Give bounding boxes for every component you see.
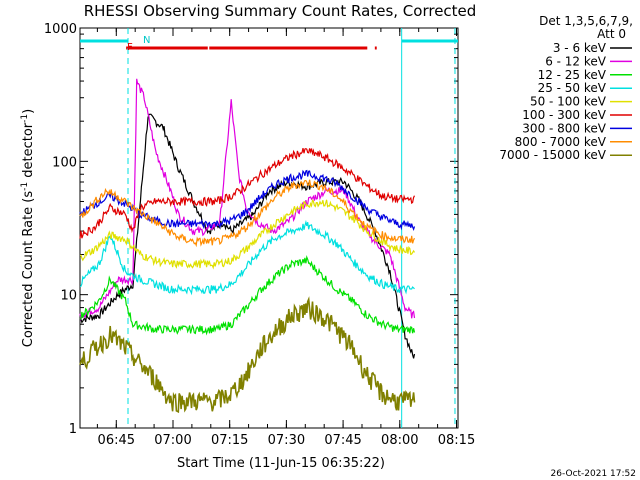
legend-entry-label: 3 - 6 keV [553, 41, 607, 55]
series-lines [79, 78, 416, 414]
legend-entry-label: 100 - 300 keV [522, 108, 606, 122]
generation-timestamp: 26-Oct-2021 17:52 [551, 469, 636, 479]
x-tick-label: 07:30 [268, 433, 305, 448]
x-axis-label: Start Time (11-Jun-15 06:35:22) [177, 456, 385, 471]
x-tick-label: 08:00 [381, 433, 418, 448]
series-line-8 [79, 179, 416, 248]
legend-entry-label: 300 - 800 keV [522, 121, 606, 135]
legend-header-attenuator: Att 0 [597, 27, 626, 41]
legend-entry-label: 6 - 12 keV [545, 54, 607, 68]
x-tick-label: 08:15 [438, 433, 475, 448]
legend-entry-label: 50 - 100 keV [530, 95, 607, 109]
y-tick-label: 1 [69, 422, 77, 437]
y-axis-label: Corrected Count Rate (s-1 detector-1) [20, 109, 36, 347]
legend-entry-label: 25 - 50 keV [538, 81, 607, 95]
x-tick-label: 07:45 [324, 433, 361, 448]
series-line-4 [79, 219, 415, 296]
series-line-1 [79, 113, 416, 359]
series-line-9 [79, 296, 416, 414]
plot-frame [79, 27, 459, 429]
flare-flag-label: F [127, 42, 133, 53]
legend-entry-label: 800 - 7000 keV [515, 135, 607, 149]
series-line-6 [79, 147, 416, 239]
series-line-3 [79, 254, 416, 336]
legend-header-detectors: Det 1,3,5,6,7,9, [539, 14, 633, 28]
series-line-2 [79, 78, 416, 322]
night-flag-label: N [143, 35, 150, 46]
legend-entry-label: 7000 - 15000 keV [499, 148, 606, 162]
series-line-5 [79, 198, 416, 270]
chart-title: RHESSI Observing Summary Count Rates, Co… [84, 2, 477, 20]
y-tick-label: 1000 [44, 22, 77, 37]
axis-ticks: 1 10 100 1000 06:45 07:00 07:15 07:30 07:45 08:00… [44, 22, 475, 448]
x-tick-label: 06:45 [98, 433, 135, 448]
series-line-7 [79, 169, 416, 232]
status-annotations [80, 28, 458, 428]
y-tick-label: 10 [60, 289, 77, 304]
x-tick-label: 07:00 [154, 433, 191, 448]
x-tick-label: 07:15 [211, 433, 248, 448]
legend-entry-label: 12 - 25 keV [538, 68, 607, 82]
y-tick-label: 100 [52, 155, 77, 170]
